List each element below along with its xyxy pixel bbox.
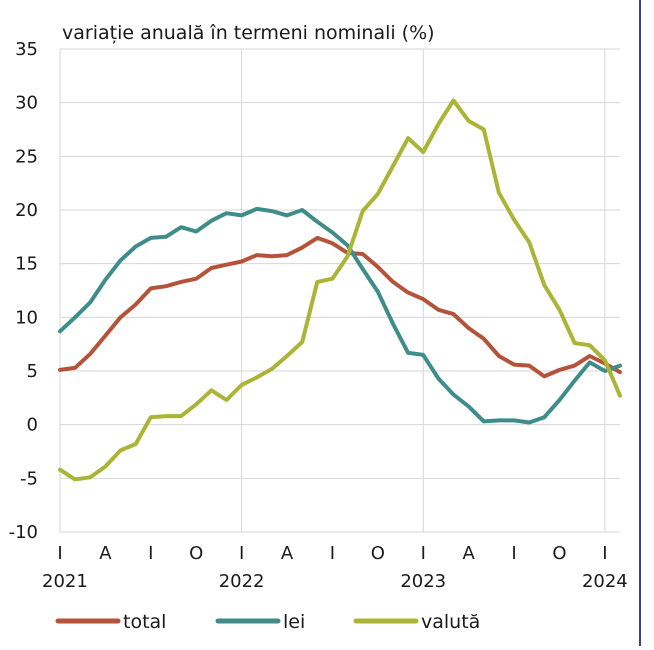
x-tick-label: O [189,543,203,564]
y-tick-label: 30 [15,93,38,114]
x-tick-label: A [462,543,475,564]
series-line-lei [58,206,622,425]
x-tick-label: I [239,543,244,564]
series-lines [58,98,622,482]
y-tick-label: 35 [15,39,38,60]
x-tick-label: I [421,543,426,564]
x-tick-label: I [57,543,62,564]
x-tick-label: I [148,543,153,564]
y-tick-label: 25 [15,146,38,167]
x-year-label: 2022 [219,571,265,592]
x-axis: I A I O I A I O I A I O I 2021 2022 2023 2024 [42,543,628,592]
x-year-label: 2023 [400,571,446,592]
y-tick-label: -5 [20,468,38,489]
legend-label-valuta: valută [421,611,480,633]
series-line-total [58,235,622,379]
x-tick-label: O [552,543,566,564]
chart-title: variație anuală în termeni nominali (%) [62,22,435,44]
x-tick-label: I [511,543,516,564]
series-line-valuta [58,98,622,482]
x-tick-label: I [602,543,607,564]
x-tick-label: O [371,543,385,564]
x-year-label: 2021 [42,571,88,592]
legend: total lei valută [55,611,480,633]
y-tick-label: 0 [27,415,38,436]
y-tick-label: 20 [15,200,38,221]
x-tick-label: A [99,543,112,564]
y-tick-label: 15 [15,254,38,275]
x-tick-label: A [281,543,294,564]
x-tick-label: I [330,543,335,564]
x-year-label: 2024 [582,571,628,592]
y-tick-label: 10 [15,307,38,328]
y-axis-ticks: 35 30 25 20 15 10 5 0 -5 -10 [9,39,38,543]
y-tick-label: 5 [27,361,38,382]
grid [59,48,620,533]
legend-label-lei: lei [283,611,305,633]
y-tick-label: -10 [9,522,38,543]
legend-label-total: total [123,611,166,633]
border-rule [639,0,641,646]
